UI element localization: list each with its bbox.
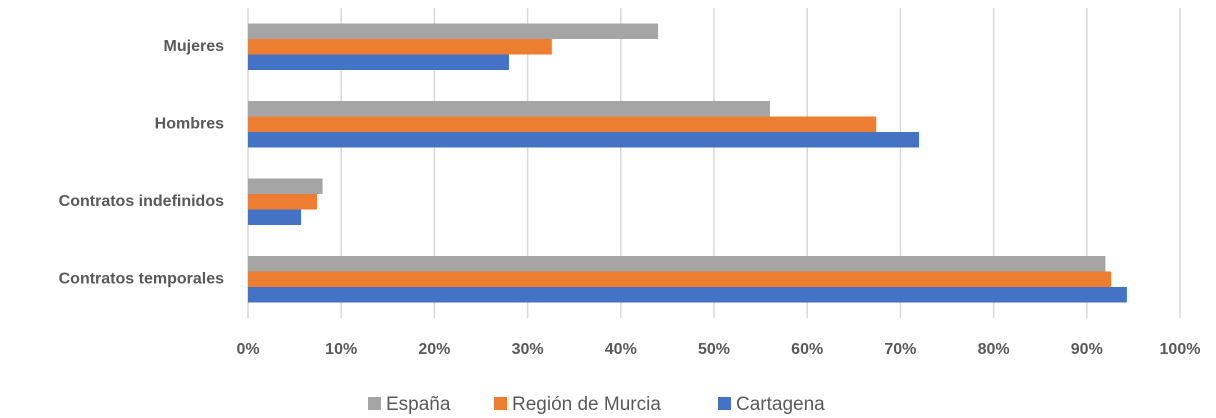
legend-swatch (718, 397, 731, 410)
x-tick-label: 100% (1160, 341, 1201, 358)
x-tick-label: 90% (1071, 341, 1103, 358)
y-tick-label: Hombres (155, 115, 224, 132)
x-tick-label: 60% (791, 341, 823, 358)
bar (248, 194, 317, 210)
y-tick-label: Mujeres (164, 38, 225, 55)
x-tick-label: 40% (605, 341, 637, 358)
legend-label: Cartagena (736, 394, 825, 415)
x-tick-label: 0% (236, 341, 259, 358)
legend-label: España (386, 394, 451, 415)
y-tick-label: Contratos temporales (59, 270, 224, 287)
bar (248, 178, 323, 194)
bar (248, 23, 659, 39)
legend-label: Región de Murcia (512, 394, 661, 415)
bar (248, 39, 552, 55)
x-tick-label: 30% (512, 341, 544, 358)
x-tick-label: 50% (698, 341, 730, 358)
bar (248, 101, 770, 117)
bar (248, 287, 1127, 303)
bar (248, 116, 877, 132)
x-tick-label: 70% (884, 341, 916, 358)
legend-swatch (368, 397, 381, 410)
y-tick-label: Contratos indefinidos (59, 193, 224, 210)
bar (248, 271, 1112, 287)
legend-swatch (494, 397, 507, 410)
bar (248, 256, 1106, 272)
bar (248, 209, 302, 225)
bar (248, 132, 920, 148)
x-tick-label: 10% (325, 341, 357, 358)
x-tick-label: 20% (418, 341, 450, 358)
x-tick-label: 80% (978, 341, 1010, 358)
bar (248, 54, 509, 70)
